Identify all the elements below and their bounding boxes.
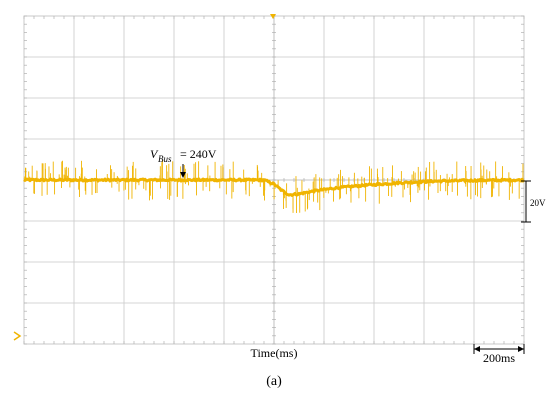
- x-axis-label: Time(ms): [251, 346, 298, 360]
- volt-scale-bracket: [521, 180, 531, 223]
- annotation-arrow: [180, 164, 186, 178]
- ground-marker: [13, 331, 22, 341]
- bus-voltage-trace: [23, 160, 526, 213]
- bus-voltage-symbol: V: [150, 147, 159, 161]
- trigger-marker: [270, 14, 276, 19]
- bus-voltage-subscript: Bus: [158, 154, 172, 164]
- volt-scale-label: 20V: [530, 198, 546, 208]
- figure-caption: (a): [266, 374, 282, 389]
- time-scale-label: 200ms: [483, 351, 515, 365]
- bus-voltage-value: = 240V: [180, 147, 217, 161]
- time-scale-bracket: [473, 344, 525, 354]
